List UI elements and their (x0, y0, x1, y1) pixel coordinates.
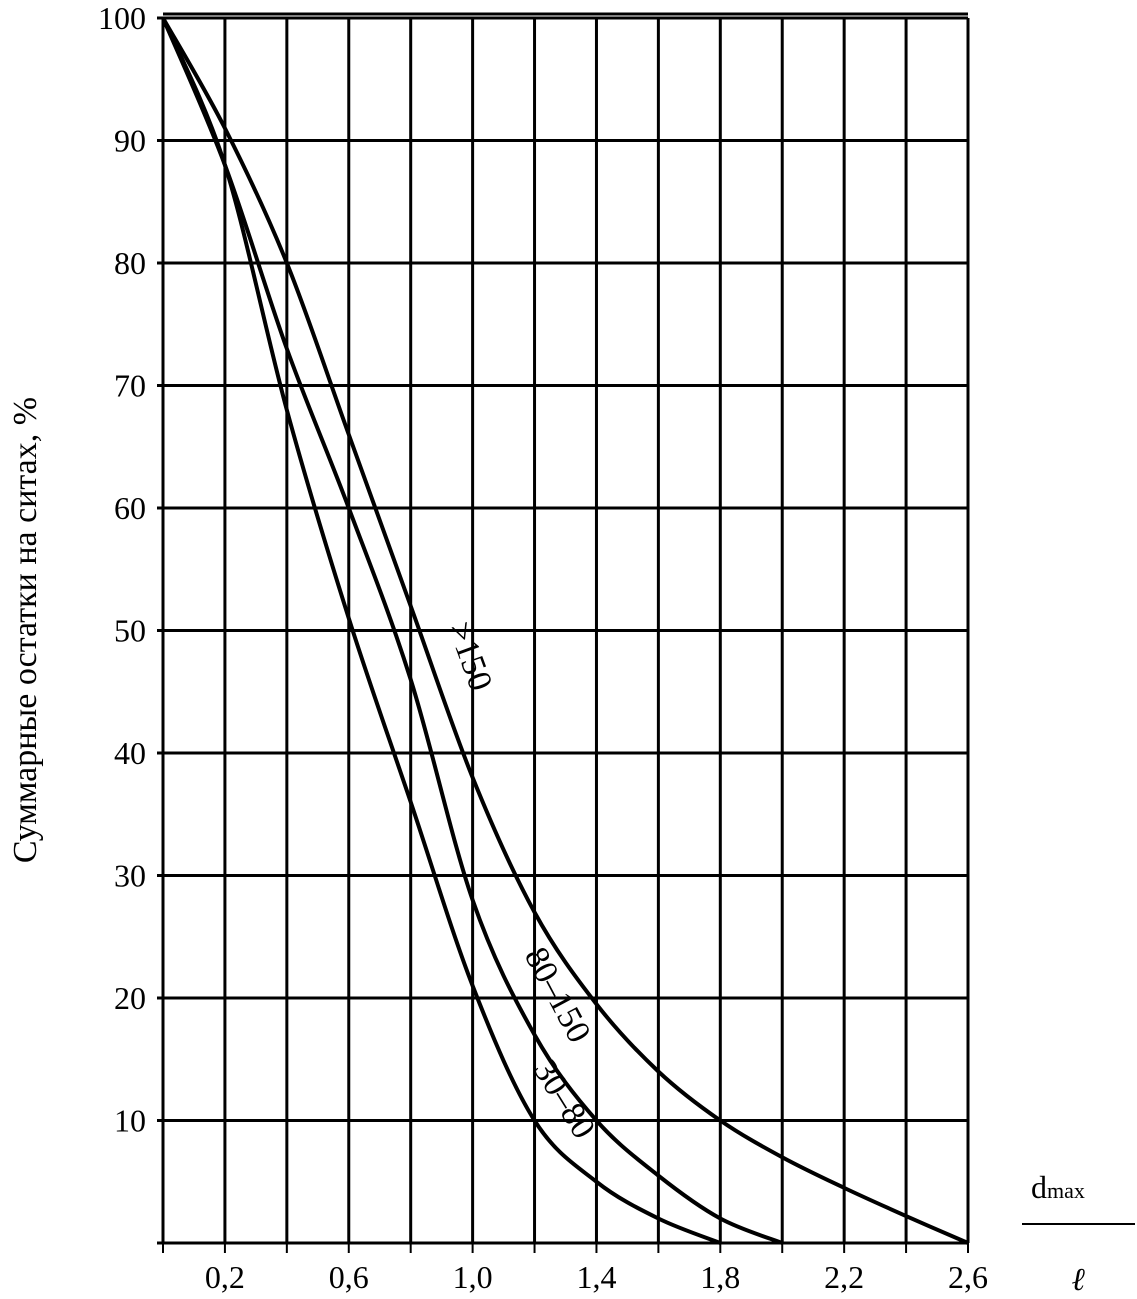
x-tick-label: 1,4 (576, 1259, 616, 1295)
x-tick-label: 0,6 (329, 1259, 369, 1295)
series-line-2 (161, 17, 783, 1245)
y-tick-label: 60 (114, 490, 146, 526)
y-tick-label: 90 (114, 123, 146, 159)
x-axis-label: dmax ℓ (1022, 1169, 1135, 1297)
curves (161, 17, 969, 1245)
x-tick-label: 2,2 (824, 1259, 864, 1295)
series-label: 30–80 (526, 1054, 602, 1146)
series-label: ˃150 (440, 617, 499, 696)
x-tick-label: 1,0 (453, 1259, 493, 1295)
grid (157, 12, 970, 1253)
x-tick-label: 2,6 (948, 1259, 988, 1295)
y-tick-label: 100 (98, 0, 146, 36)
series-line-3 (161, 17, 722, 1245)
y-tick-label: 80 (114, 245, 146, 281)
x-tick-label: 0,2 (205, 1259, 245, 1295)
x-label-denominator: ℓ (1071, 1261, 1085, 1297)
y-tick-label: 70 (114, 368, 146, 404)
y-tick-label: 40 (114, 735, 146, 771)
y-tick-label: 20 (114, 980, 146, 1016)
y-axis-label: Суммарные остатки на ситах, % (7, 397, 44, 863)
y-tick-label: 30 (114, 858, 146, 894)
x-label-numerator: d (1031, 1169, 1047, 1205)
x-label-subscript: max (1047, 1178, 1085, 1203)
svg-text:dmax: dmax (1031, 1169, 1085, 1205)
tick-labels: 0,2 0,6 1,0 1,4 1,8 2,2 2,6 10 20 30 40 50 60 70 80 90 1… (98, 0, 988, 1295)
y-tick-label: 50 (114, 613, 146, 649)
x-tick-label: 1,8 (700, 1259, 740, 1295)
y-tick-label: 10 (114, 1103, 146, 1139)
series-line-1 (161, 17, 969, 1245)
series-label: 80–150 (517, 941, 598, 1048)
